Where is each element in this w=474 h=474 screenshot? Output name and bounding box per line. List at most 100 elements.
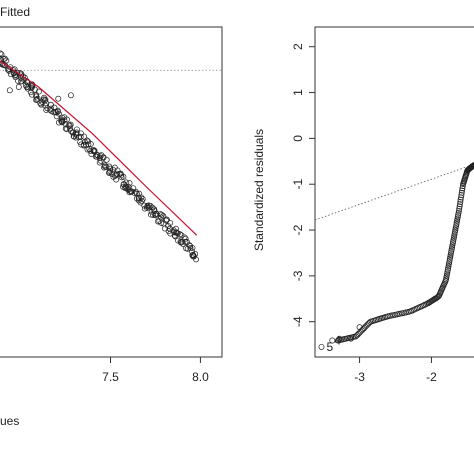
right-qq-points — [318, 162, 474, 350]
right-x-tick-label: -2 — [426, 370, 437, 384]
right-y-axis: 2 1 0 -1 -2 -3 -4 — [291, 43, 315, 327]
left-point — [96, 155, 103, 162]
right-point — [356, 324, 363, 331]
left-point — [24, 85, 31, 92]
right-point — [444, 270, 451, 277]
left-point — [153, 212, 160, 219]
left-point — [167, 225, 173, 232]
left-point — [138, 198, 145, 204]
right-point — [451, 230, 458, 237]
right-point — [447, 253, 454, 260]
left-point — [103, 156, 110, 163]
right-point — [450, 234, 457, 241]
left-point — [178, 232, 185, 239]
right-point — [446, 257, 453, 264]
right-point-annotation: 5 — [327, 340, 334, 354]
left-point — [173, 229, 180, 236]
left-point — [158, 211, 165, 218]
left-point — [109, 166, 116, 173]
left-point — [87, 141, 94, 147]
right-point-annotation: 4 — [334, 334, 341, 348]
left-point — [15, 84, 22, 90]
right-y-tick-label: -4 — [291, 316, 305, 327]
left-point — [0, 55, 2, 60]
left-point — [120, 173, 127, 180]
left-point — [55, 95, 62, 102]
right-point — [329, 337, 336, 344]
left-point — [31, 86, 38, 93]
left-point — [113, 176, 120, 183]
right-point — [456, 201, 463, 208]
left-point — [84, 137, 90, 144]
right-plot-frame — [314, 26, 474, 358]
left-point — [132, 188, 139, 195]
left-point — [1, 55, 8, 62]
left-plot-frame — [0, 26, 223, 358]
right-y-tick-label: 2 — [291, 43, 305, 50]
left-point — [77, 133, 84, 140]
left-point — [163, 216, 170, 223]
right-point — [453, 221, 460, 228]
left-point — [68, 128, 74, 134]
left-point — [3, 57, 10, 64]
left-point — [6, 87, 13, 94]
left-point — [101, 162, 108, 169]
left-point — [189, 244, 196, 251]
right-y-tick-label: 1 — [291, 89, 305, 96]
right-point — [459, 187, 466, 194]
right-y-tick-label: -2 — [291, 224, 305, 235]
right-point — [318, 343, 325, 350]
left-point — [128, 188, 135, 195]
left-point — [41, 94, 48, 101]
left-point — [81, 133, 88, 140]
left-point — [21, 74, 28, 81]
left-point — [77, 130, 84, 137]
left-point — [67, 92, 74, 99]
left-point — [34, 95, 41, 102]
left-point — [90, 147, 97, 153]
left-point — [138, 194, 145, 201]
right-y-tick-label: -3 — [291, 270, 305, 281]
left-point — [73, 126, 80, 133]
left-point — [131, 190, 138, 197]
right-point — [456, 203, 463, 210]
left-x-tick-label: 8.0 — [192, 370, 209, 384]
right-point — [459, 185, 466, 192]
left-point — [47, 101, 54, 108]
panel-residuals-vs-fitted: Fitted 7.5 8.0 ues — [0, 5, 223, 428]
right-point — [449, 244, 456, 251]
left-point — [0, 51, 5, 58]
left-point — [135, 194, 142, 201]
left-point — [100, 154, 107, 161]
right-point — [444, 267, 451, 273]
left-point — [126, 180, 133, 187]
right-point — [458, 192, 465, 199]
left-point — [114, 167, 121, 174]
left-plot-title: Fitted — [0, 5, 30, 19]
right-x-axis: -3 -2 — [354, 357, 437, 384]
left-point — [87, 147, 94, 154]
right-qq-reference-line — [314, 163, 474, 221]
left-point — [35, 88, 42, 95]
left-point — [150, 212, 157, 218]
left-point — [192, 251, 199, 257]
right-point — [448, 249, 454, 256]
right-point — [457, 196, 464, 203]
left-residual-points — [0, 50, 200, 263]
left-x-axis: 7.5 8.0 — [102, 357, 209, 384]
left-point — [54, 107, 61, 114]
left-point — [107, 165, 114, 172]
right-point — [454, 217, 461, 224]
right-point — [454, 213, 461, 220]
left-point — [167, 219, 174, 226]
left-point — [187, 245, 194, 252]
left-point — [193, 256, 200, 263]
right-point — [347, 335, 354, 342]
left-point — [33, 96, 40, 103]
left-point — [182, 235, 189, 242]
right-point — [457, 198, 464, 205]
left-point — [160, 213, 167, 219]
right-point — [455, 208, 462, 215]
